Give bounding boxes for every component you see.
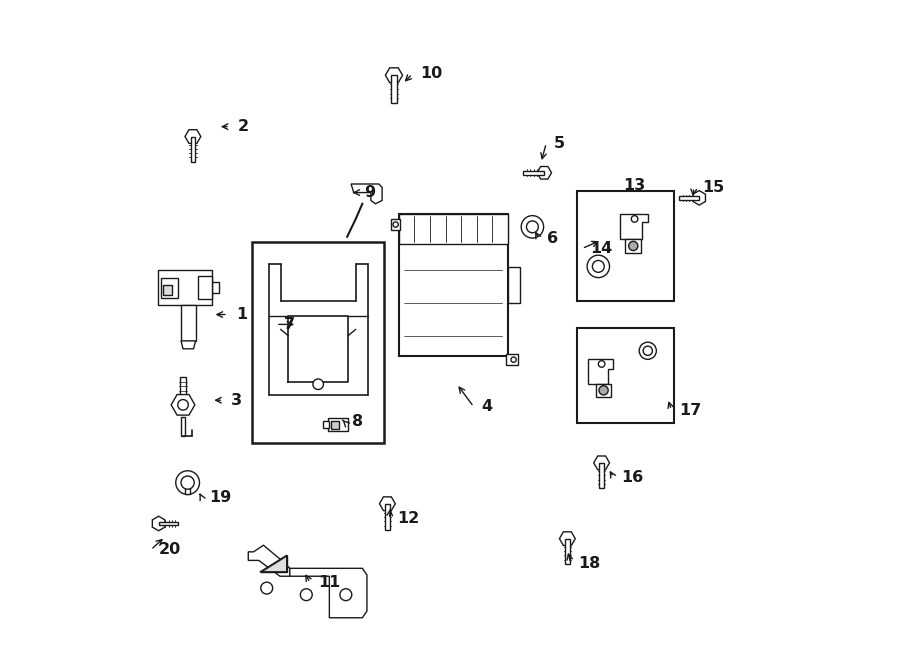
Polygon shape	[537, 167, 552, 179]
Bar	[158, 522, 178, 526]
Bar	[161, 278, 177, 298]
Text: 13: 13	[623, 179, 645, 193]
Text: 2: 2	[238, 119, 249, 134]
Text: 15: 15	[702, 180, 724, 195]
Polygon shape	[248, 545, 290, 576]
Bar	[330, 420, 338, 428]
Polygon shape	[594, 456, 609, 470]
Bar	[385, 504, 390, 530]
Circle shape	[176, 471, 200, 495]
Circle shape	[393, 222, 399, 227]
Circle shape	[644, 346, 652, 355]
Text: 11: 11	[319, 575, 340, 591]
Text: 5: 5	[554, 136, 565, 151]
Circle shape	[261, 582, 273, 594]
Bar	[328, 418, 347, 431]
Bar	[391, 218, 401, 230]
Circle shape	[181, 476, 194, 489]
Text: 20: 20	[158, 542, 181, 557]
Bar	[181, 305, 195, 341]
Bar	[181, 416, 185, 436]
Bar	[185, 488, 190, 495]
Bar	[625, 239, 641, 253]
Text: 8: 8	[353, 414, 364, 430]
Circle shape	[592, 260, 604, 272]
Polygon shape	[560, 532, 575, 545]
Text: 9: 9	[364, 185, 375, 200]
Bar	[680, 196, 699, 200]
Text: 19: 19	[210, 490, 231, 504]
Bar	[399, 214, 508, 244]
Bar	[158, 270, 212, 305]
Circle shape	[599, 386, 608, 395]
Bar	[163, 285, 173, 295]
Bar	[212, 282, 219, 293]
Circle shape	[340, 589, 352, 600]
Polygon shape	[380, 497, 395, 510]
Bar	[599, 463, 604, 488]
Bar	[577, 328, 674, 423]
Bar	[197, 275, 212, 299]
Polygon shape	[351, 184, 382, 204]
Bar	[597, 384, 611, 397]
Polygon shape	[181, 341, 195, 349]
Polygon shape	[620, 214, 648, 239]
Text: 17: 17	[680, 402, 702, 418]
Circle shape	[628, 242, 638, 251]
Text: 10: 10	[420, 66, 443, 81]
Circle shape	[511, 357, 517, 362]
Bar	[252, 242, 384, 443]
Bar	[577, 191, 674, 301]
Polygon shape	[385, 68, 402, 83]
Text: 12: 12	[397, 511, 419, 526]
Text: 7: 7	[284, 317, 295, 332]
Polygon shape	[693, 191, 706, 205]
Text: 14: 14	[590, 241, 612, 256]
Polygon shape	[152, 516, 165, 531]
Circle shape	[639, 342, 656, 359]
Bar	[399, 214, 508, 355]
Circle shape	[177, 400, 188, 410]
Polygon shape	[290, 568, 367, 618]
Bar	[180, 377, 186, 405]
Polygon shape	[589, 359, 614, 384]
Circle shape	[526, 221, 538, 233]
Bar	[323, 421, 329, 428]
Circle shape	[521, 216, 544, 238]
Circle shape	[313, 379, 323, 389]
Circle shape	[587, 255, 609, 277]
Bar	[523, 171, 544, 175]
Text: 18: 18	[579, 555, 601, 571]
Circle shape	[598, 361, 605, 367]
Text: 6: 6	[547, 231, 558, 246]
Text: 3: 3	[231, 393, 242, 408]
Bar	[507, 354, 518, 365]
Bar	[392, 75, 397, 103]
Text: 4: 4	[482, 399, 493, 414]
Bar	[565, 539, 570, 564]
Text: 16: 16	[621, 470, 644, 485]
Circle shape	[301, 589, 312, 600]
Polygon shape	[185, 130, 201, 144]
Polygon shape	[260, 555, 286, 571]
Bar	[191, 136, 195, 162]
Text: 1: 1	[236, 307, 247, 322]
Bar	[508, 267, 519, 303]
Circle shape	[631, 216, 638, 222]
Polygon shape	[171, 395, 195, 415]
